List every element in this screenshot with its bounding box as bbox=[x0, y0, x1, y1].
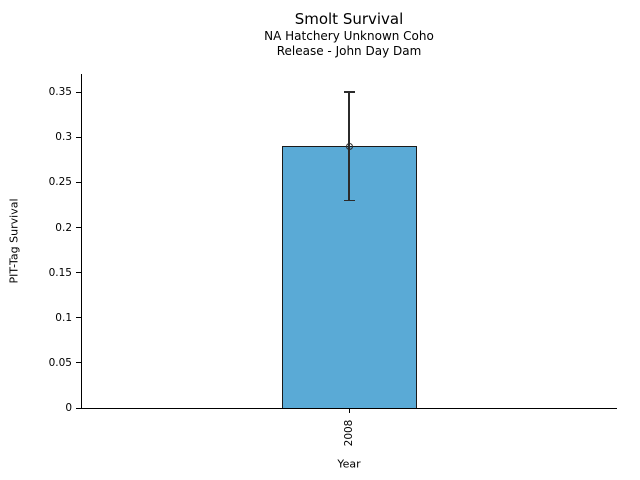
y-tick-mark bbox=[76, 362, 81, 364]
y-tick-label: 0.2 bbox=[55, 221, 72, 234]
y-tick-mark bbox=[76, 181, 81, 183]
plot-area: 0 0.05 0.1 0.15 0.2 0.25 0.3 0.35 2008 bbox=[49, 75, 617, 446]
y-tick-label: 0.15 bbox=[48, 266, 72, 279]
data-point-marker bbox=[345, 142, 353, 150]
y-tick-label: 0.1 bbox=[55, 311, 72, 324]
y-tick-mark bbox=[76, 136, 81, 138]
chart-subtitle-line1: NA Hatchery Unknown Coho bbox=[264, 29, 434, 43]
y-tick-mark bbox=[76, 317, 81, 319]
y-tick-label: 0.3 bbox=[55, 131, 72, 144]
x-tick-label: 2008 bbox=[343, 419, 355, 447]
x-axis-label: Year bbox=[337, 457, 361, 471]
y-tick-label: 0.05 bbox=[48, 356, 72, 369]
y-tick-mark bbox=[76, 407, 81, 409]
y-tick-mark bbox=[76, 91, 81, 93]
error-bar-cap-bottom bbox=[343, 199, 355, 202]
error-bar-cap-top bbox=[343, 91, 355, 93]
y-tick-label: 0 bbox=[65, 402, 72, 414]
y-tick-mark bbox=[76, 227, 81, 228]
chart-title: Smolt Survival bbox=[294, 10, 404, 28]
y-tick-label: 0.35 bbox=[48, 86, 72, 99]
y-tick-mark bbox=[76, 272, 81, 274]
y-tick-label: 0.25 bbox=[48, 176, 72, 189]
title-block: Smolt Survival NA Hatchery Unknown Coho … bbox=[81, 9, 617, 59]
chart-subtitle-line2: Release - John Day Dam bbox=[276, 44, 422, 58]
x-tick-mark bbox=[348, 408, 350, 413]
y-axis-line bbox=[81, 74, 82, 409]
y-axis-label: PIT-Tag Survival bbox=[7, 198, 21, 284]
